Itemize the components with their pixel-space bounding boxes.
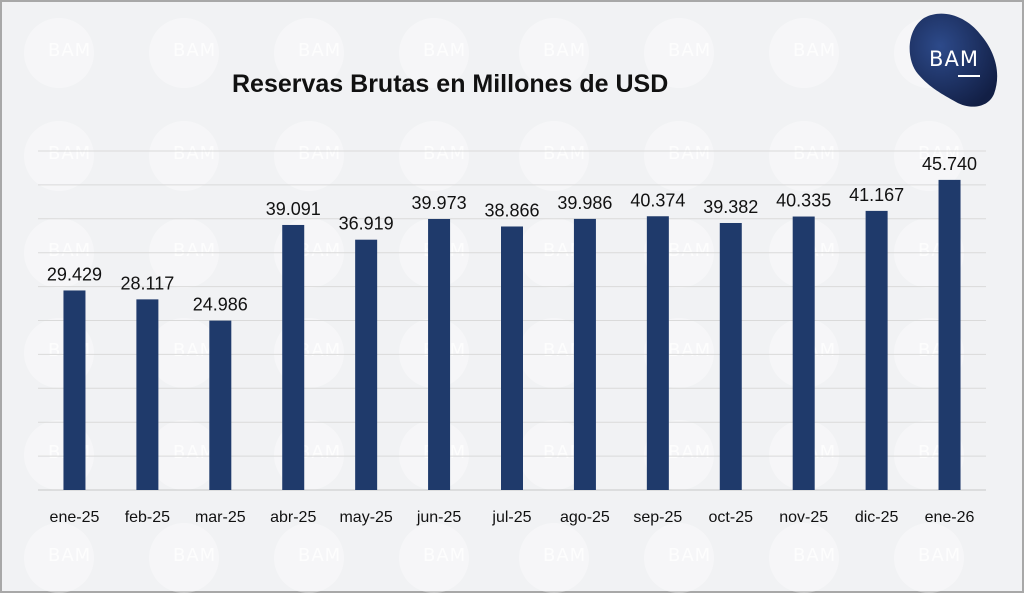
data-label: 24.986 (193, 295, 248, 315)
bar-may-25 (355, 239, 378, 490)
data-label: 39.382 (703, 197, 758, 217)
bar-feb-25 (136, 299, 159, 490)
data-label: 36.919 (339, 214, 394, 234)
x-tick-label: mar-25 (195, 509, 246, 526)
data-label: 39.091 (266, 199, 321, 219)
bar-dic-25 (865, 210, 888, 490)
data-label: 28.117 (121, 273, 175, 293)
x-tick-label: jul-25 (491, 509, 531, 526)
x-tick-label: nov-25 (779, 509, 828, 526)
chart-title: Reservas Brutas en Millones de USD (232, 70, 669, 98)
bar-ago-25 (573, 218, 596, 491)
x-tick-label: ene-26 (925, 509, 975, 526)
bar-ene-26 (938, 179, 961, 490)
x-tick-label: dic-25 (855, 509, 899, 526)
bar-jun-25 (428, 218, 451, 490)
bar-abr-25 (282, 224, 305, 490)
x-tick-label: abr-25 (270, 509, 316, 526)
data-label: 39.986 (557, 193, 612, 213)
bam-logo: BAM (904, 10, 1004, 110)
logo-underline (958, 75, 980, 77)
data-label: 38.866 (484, 200, 539, 220)
x-tick-label: ago-25 (560, 509, 610, 526)
bar-nov-25 (792, 216, 815, 491)
data-label: 29.429 (47, 264, 102, 284)
x-tick-label: feb-25 (125, 509, 170, 526)
data-label: 40.374 (630, 190, 685, 210)
bar-sep-25 (646, 216, 669, 490)
data-label: 41.167 (849, 185, 904, 205)
logo-text: BAM (929, 47, 979, 71)
x-tick-label: may-25 (339, 509, 392, 526)
x-axis-labels: ene-25 feb-25 mar-25 abr-25 may-25 jun-25 jul-… (50, 509, 975, 526)
bar-mar-25 (209, 320, 232, 490)
x-tick-label: jun-25 (416, 509, 462, 526)
x-tick-label: sep-25 (633, 509, 682, 526)
data-label: 40.335 (776, 191, 831, 211)
x-tick-label: ene-25 (50, 509, 100, 526)
data-label: 45.740 (922, 154, 977, 174)
data-label: 39.973 (412, 193, 467, 213)
bar-oct-25 (719, 222, 742, 490)
bars (63, 179, 961, 491)
bar-jul-25 (501, 226, 523, 490)
bar-ene-25 (63, 290, 86, 490)
data-labels: 29.429 28.117 24.986 39.091 36.919 39.973 38.8… (47, 154, 977, 315)
logo-blob-icon (909, 13, 998, 107)
x-tick-label: oct-25 (709, 509, 754, 526)
